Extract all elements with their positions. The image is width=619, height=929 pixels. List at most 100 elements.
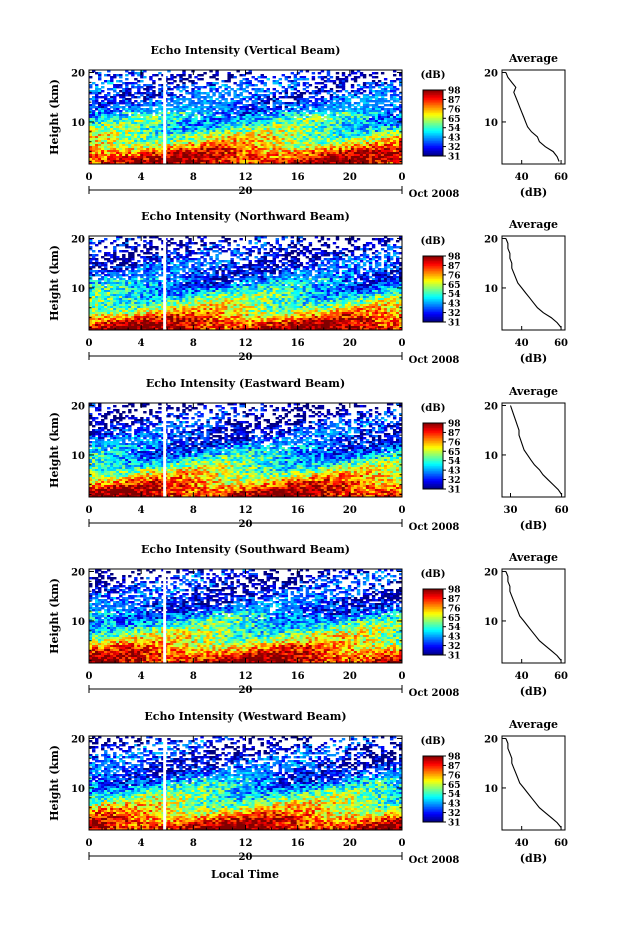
heatmap-cell [314, 92, 319, 95]
heatmap-cell [92, 138, 96, 141]
heatmap-cell [197, 138, 201, 141]
heatmap-cell [344, 138, 349, 141]
heatmap-cell [254, 144, 258, 147]
heatmap-cell [392, 252, 397, 255]
heatmap-cell [239, 112, 243, 115]
heatmap-cell [185, 258, 189, 261]
heatmap-cell [131, 114, 135, 117]
heatmap-cell [281, 162, 286, 165]
heatmap-cell [146, 110, 150, 113]
heatmap-cell [308, 142, 313, 145]
heatmap-cell [263, 120, 267, 123]
heatmap-cell [332, 106, 337, 109]
heatmap-cell [317, 148, 322, 151]
heatmap-cell [329, 98, 334, 101]
heatmap-cell [194, 116, 198, 119]
heatmap-cell [209, 88, 213, 91]
heatmap-cell [143, 110, 147, 113]
profile-xlabel: (dB) [520, 186, 547, 199]
heatmap-cell [248, 84, 252, 87]
heatmap-cell [236, 116, 240, 119]
heatmap-cell [293, 142, 298, 145]
heatmap-cell [374, 124, 379, 127]
heatmap-cell [131, 72, 135, 75]
heatmap-cell [296, 128, 301, 131]
heatmap-cell [302, 118, 307, 121]
heatmap-cell [206, 114, 210, 117]
heatmap-cell [359, 136, 364, 139]
heatmap-cell [260, 152, 264, 155]
heatmap-cell [218, 138, 222, 141]
heatmap-cell [146, 98, 150, 101]
heatmap-cell [344, 162, 349, 165]
heatmap-cell [314, 252, 319, 255]
heatmap-cell [170, 122, 174, 125]
heatmap-cell [326, 136, 331, 139]
colorbar-segment [423, 147, 443, 150]
heatmap-cell [275, 154, 280, 157]
heatmap-cell [116, 120, 120, 123]
heatmap-cell [290, 236, 295, 239]
heatmap-cell [290, 88, 295, 91]
heatmap-cell [179, 102, 183, 105]
heatmap-cell [182, 146, 186, 149]
profile-line [505, 72, 560, 162]
heatmap-cell [251, 100, 255, 103]
heatmap-cell [119, 86, 123, 89]
heatmap-cell [119, 96, 123, 99]
heatmap-cell [137, 126, 141, 129]
heatmap-cell [206, 116, 210, 119]
heatmap-cell [218, 92, 222, 95]
heatmap-cell [359, 92, 364, 95]
heatmap-cell [137, 110, 141, 113]
heatmap-cell [371, 160, 376, 163]
heatmap-cell [122, 160, 126, 163]
heatmap-cell [245, 158, 249, 161]
heatmap-cell [200, 116, 204, 119]
heatmap-cell [398, 92, 403, 95]
heatmap-cell [392, 144, 397, 147]
heatmap-cell [224, 116, 228, 119]
heatmap-cell [350, 154, 355, 157]
heatmap-cell [197, 100, 201, 103]
heatmap-cell [341, 104, 346, 107]
heatmap-cell [92, 270, 96, 273]
heatmap-cell [251, 112, 255, 115]
heatmap-cell [380, 96, 385, 99]
heatmap-cell [254, 146, 258, 149]
heatmap-cell [146, 138, 150, 141]
heatmap-cell [335, 110, 340, 113]
heatmap-cell [380, 156, 385, 159]
heatmap-cell [251, 144, 255, 147]
heatmap-cell [302, 130, 307, 133]
heatmap-cell [281, 136, 286, 139]
heatmap-cell [119, 84, 123, 87]
heatmap-cell [134, 156, 138, 159]
heatmap-cell [368, 120, 373, 123]
heatmap-cell [155, 152, 159, 155]
heatmap-cell [380, 140, 385, 143]
heatmap-cell [314, 162, 319, 165]
heatmap-cell [383, 136, 388, 139]
heatmap-cell [191, 140, 195, 143]
heatmap-cell [221, 148, 225, 151]
heatmap-cell [230, 258, 234, 261]
heatmap-cell [314, 112, 319, 115]
heatmap-cell [233, 156, 237, 159]
heatmap-cell [332, 158, 337, 161]
heatmap-cell [239, 254, 243, 257]
heatmap-cell [353, 122, 358, 125]
heatmap-cell [140, 76, 144, 79]
y-axis-label: Height (km) [48, 79, 61, 155]
heatmap-cell [215, 90, 219, 93]
heatmap-cell [326, 104, 331, 107]
heatmap-cell [194, 104, 198, 107]
heatmap-cell [239, 92, 243, 95]
heatmap-cell [311, 116, 316, 119]
heatmap-cell [362, 262, 367, 265]
date-month-label: Oct 2008 [409, 189, 460, 200]
heatmap-cell [317, 150, 322, 153]
heatmap-cell [116, 264, 120, 267]
heatmap-cell [188, 136, 192, 139]
heatmap-cell [398, 134, 403, 137]
